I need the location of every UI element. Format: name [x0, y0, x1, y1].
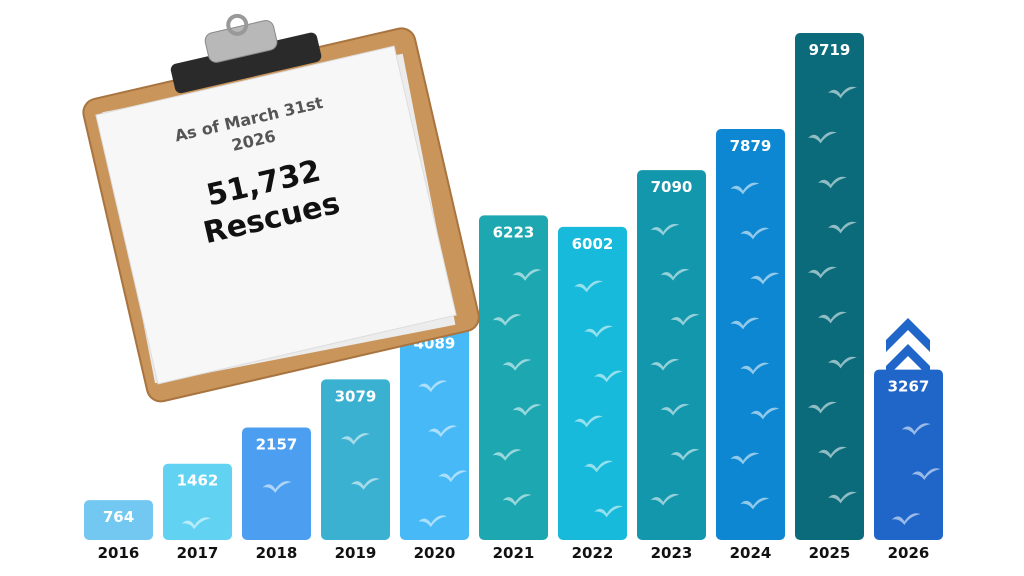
bird-decoration: [818, 311, 847, 324]
bird-decoration: [828, 86, 857, 99]
bird-decoration: [428, 425, 458, 438]
bird-decoration: [492, 449, 522, 461]
clip-top: [204, 20, 278, 63]
x-tick-label: 2023: [651, 544, 693, 562]
x-tick-label: 2021: [493, 544, 535, 562]
bird-decoration: [438, 470, 468, 483]
bird-decoration: [730, 182, 760, 195]
bird-decoration: [650, 493, 680, 506]
value-label: 6223: [493, 223, 535, 241]
x-tick-label: 2022: [572, 544, 614, 562]
bird-decoration: [594, 370, 623, 383]
bird-decoration: [730, 452, 760, 465]
bird-decoration: [660, 403, 690, 416]
bar: [321, 379, 390, 540]
bar: [479, 215, 548, 541]
bird-decoration: [512, 269, 542, 281]
x-tick-label: 2020: [414, 544, 456, 562]
bird-decoration: [740, 227, 770, 240]
bird-decoration: [750, 407, 780, 420]
bar: [400, 326, 469, 540]
bird-decoration: [594, 505, 623, 518]
bird-decoration: [901, 423, 931, 435]
x-tick-label: 2026: [888, 544, 930, 562]
x-tick-label: 2016: [98, 544, 140, 562]
bird-decoration: [418, 515, 448, 528]
bird-decoration: [818, 176, 847, 189]
clip: [170, 32, 322, 94]
bird-decoration: [341, 433, 370, 445]
x-tick-label: 2017: [177, 544, 219, 562]
bird-decoration: [730, 317, 760, 330]
bird-decoration: [262, 481, 292, 493]
bird-decoration: [891, 513, 921, 525]
bars: 7642016146220172157201830792019408920206…: [84, 33, 943, 562]
x-tick-label: 2019: [335, 544, 377, 562]
bird-decoration: [574, 415, 603, 428]
bar: [637, 170, 706, 540]
value-label: 9719: [809, 41, 851, 59]
x-tick-label: 2025: [809, 544, 851, 562]
bird-decoration: [828, 221, 857, 234]
bar: [874, 369, 943, 540]
bird-decoration: [512, 404, 542, 416]
paper: [95, 45, 457, 385]
bird-decoration: [492, 314, 522, 326]
x-tick-label: 2024: [730, 544, 772, 562]
bird-decoration: [818, 446, 847, 459]
x-tick-label: 2018: [256, 544, 298, 562]
bird-decoration: [650, 358, 680, 371]
bird-decoration: [828, 356, 857, 369]
bird-decoration: [740, 362, 770, 375]
bird-decoration: [750, 272, 780, 285]
bar: [84, 500, 153, 540]
up-icon: [886, 318, 930, 378]
value-label: 3267: [888, 378, 930, 396]
value-label: 6002: [572, 235, 614, 253]
value-label: 764: [103, 508, 134, 526]
bar: [242, 427, 311, 540]
bird-decoration: [808, 401, 837, 414]
bar: [163, 463, 232, 540]
bar: [716, 128, 785, 541]
bar: [795, 33, 864, 540]
bird-decoration: [584, 460, 613, 473]
bird-decoration: [740, 497, 770, 510]
bird-decoration: [181, 517, 211, 530]
bird-decoration: [808, 266, 837, 279]
value-label: 2157: [256, 435, 298, 453]
bird-decoration: [808, 131, 837, 144]
value-label: 1462: [177, 472, 219, 490]
bird-decoration: [670, 448, 700, 461]
bar: [558, 226, 627, 540]
value-label: 3079: [335, 387, 377, 405]
bird-decoration: [574, 280, 603, 293]
bird-decoration: [418, 380, 448, 393]
value-label: 7090: [651, 178, 693, 196]
bird-decoration: [670, 313, 700, 326]
value-label: 7879: [730, 137, 772, 155]
bird-decoration: [650, 223, 680, 236]
bird-decoration: [660, 268, 690, 281]
bird-decoration: [584, 325, 613, 338]
clipboard: As of March 31st 2026 51,732 Rescues: [82, 13, 480, 403]
bird-decoration: [828, 491, 857, 504]
bird-decoration: [911, 468, 941, 480]
clip-ring: [226, 13, 249, 36]
bird-decoration: [502, 494, 532, 506]
bird-decoration: [502, 359, 532, 371]
bird-decoration: [351, 478, 380, 490]
